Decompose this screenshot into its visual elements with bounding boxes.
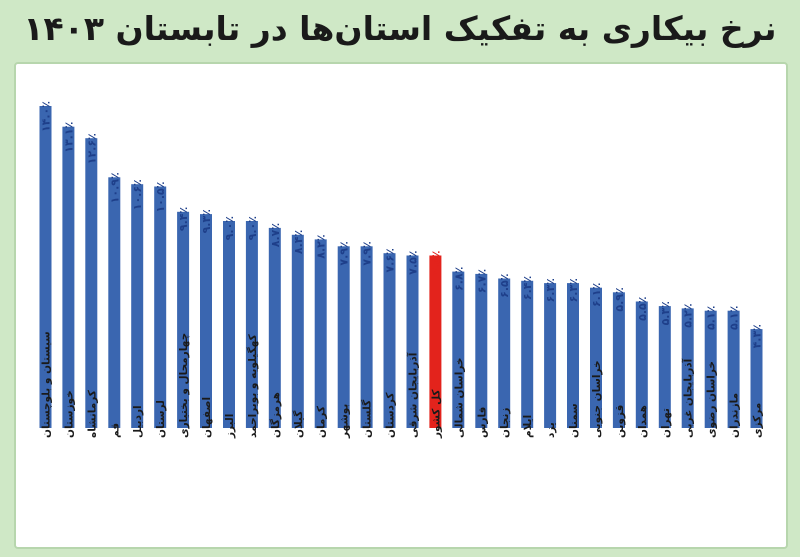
- data-label: ۷.۵٪: [429, 251, 442, 275]
- category-label: همدان: [637, 405, 649, 438]
- bar: [268, 227, 281, 428]
- bar: [635, 301, 648, 428]
- bar: [681, 308, 694, 428]
- data-label: ۸.۴٪: [292, 230, 305, 254]
- data-label: ۱۳.۱٪: [62, 122, 75, 153]
- data-label: ۵.۳٪: [659, 301, 672, 325]
- bar: [590, 287, 602, 428]
- category-label: خوزستان: [63, 390, 75, 438]
- category-label: گیلان: [292, 410, 305, 438]
- category-label: آذربایجان شرقی: [407, 352, 420, 438]
- bar: [727, 310, 740, 428]
- data-label: ۹.۰٪: [223, 216, 236, 240]
- category-label: هرمزگان: [269, 392, 282, 438]
- category-label: کهگیلویه و بویراحمد: [246, 333, 259, 438]
- data-label: ۹.۰٪: [246, 216, 259, 240]
- data-label: ۷.۵٪: [407, 251, 420, 275]
- data-label: ۱۰.۵٪: [154, 182, 167, 213]
- chart-title: نرخ بیکاری به تفکیک استان‌ها در تابستان …: [23, 9, 777, 48]
- data-label: ۶.۸٪: [452, 267, 465, 291]
- bar: [475, 273, 488, 428]
- category-label: تهران: [660, 408, 672, 438]
- data-label: ۶.۱٪: [590, 283, 603, 307]
- data-label: ۸.۷٪: [269, 223, 282, 247]
- bar: [544, 283, 557, 428]
- category-label: قم: [109, 423, 121, 438]
- category-label: خراسان جنوبی: [591, 360, 603, 438]
- bar: [704, 310, 717, 428]
- bar: [498, 278, 511, 428]
- category-label: کردستان: [385, 392, 397, 438]
- category-label: قزوین: [614, 405, 626, 438]
- data-label: ۸.۲٪: [315, 234, 328, 258]
- bar: [337, 246, 350, 428]
- data-label: ۵.۱٪: [705, 306, 718, 330]
- category-label: چهارمحال و بختیاری: [178, 333, 190, 438]
- bar: [750, 329, 763, 428]
- bar: [245, 221, 258, 428]
- category-label: مرکزی: [752, 403, 764, 438]
- data-label: ۶.۳٪: [544, 278, 557, 302]
- data-label: ۵.۵٪: [636, 297, 649, 321]
- category-label: البرز: [224, 414, 236, 439]
- bar: [452, 271, 465, 428]
- bar: [360, 246, 373, 428]
- category-label: خراسان شمالی: [453, 358, 465, 438]
- category-label: گلستان: [361, 399, 374, 438]
- category-label: زنجان: [499, 408, 511, 438]
- bar: [39, 106, 52, 428]
- bar: [521, 280, 534, 428]
- bar: [177, 211, 190, 428]
- category-label: کل کشور: [430, 389, 442, 439]
- category-label: اصفهان: [201, 397, 213, 438]
- data-label: ۶.۴٪: [521, 276, 534, 300]
- bar: [612, 292, 625, 428]
- bar: [85, 138, 98, 428]
- category-label: خراسان رضوی: [706, 361, 718, 438]
- data-label: ۵.۱٪: [728, 306, 741, 330]
- category-label: ایلام: [522, 415, 534, 438]
- data-label: ۷.۹٪: [361, 241, 374, 265]
- category-label: یزد: [545, 422, 557, 438]
- category-label: فارس: [476, 407, 488, 438]
- data-label: ۶.۵٪: [498, 274, 511, 298]
- data-label: ۷.۹٪: [338, 241, 351, 265]
- data-label: ۱۴.۰٪: [40, 101, 53, 132]
- data-label: ۷.۶٪: [384, 248, 397, 272]
- data-label: ۶.۷٪: [475, 269, 488, 293]
- data-label: ۱۰.۶٪: [131, 179, 144, 210]
- data-label: ۵.۲٪: [682, 303, 695, 327]
- data-label: ۹.۴٪: [177, 207, 190, 231]
- bar: [567, 283, 579, 428]
- bar: [291, 234, 304, 428]
- data-label: ۱۲.۶٪: [85, 133, 98, 164]
- bar: [383, 253, 396, 428]
- category-label: سیستان و بلوچستان: [41, 331, 53, 438]
- data-label: ۶.۳٪: [567, 278, 580, 302]
- data-label: ۵.۹٪: [613, 287, 626, 311]
- bar: [200, 214, 212, 428]
- bar: [223, 221, 235, 428]
- bar: [131, 184, 144, 428]
- category-label: کرمانشاه: [86, 389, 98, 438]
- category-label: لرستان: [155, 400, 167, 438]
- data-label: ۹.۳٪: [200, 209, 213, 233]
- bar: [108, 177, 121, 428]
- bar: [429, 255, 442, 428]
- category-label: اردبیل: [132, 405, 144, 438]
- category-label: آذربایجان غربی: [682, 358, 695, 438]
- category-label: مازندران: [729, 393, 741, 438]
- bar: [314, 239, 327, 428]
- data-label: ۴.۳٪: [751, 324, 764, 348]
- bar: [406, 255, 419, 428]
- category-label: سمنان: [568, 403, 580, 438]
- bar: [154, 186, 167, 428]
- bar: [62, 126, 75, 428]
- data-label: ۱۰.۹٪: [108, 172, 121, 203]
- bar: [658, 306, 671, 428]
- category-label: کرمان: [316, 405, 328, 438]
- category-label: بوشهر: [339, 404, 351, 439]
